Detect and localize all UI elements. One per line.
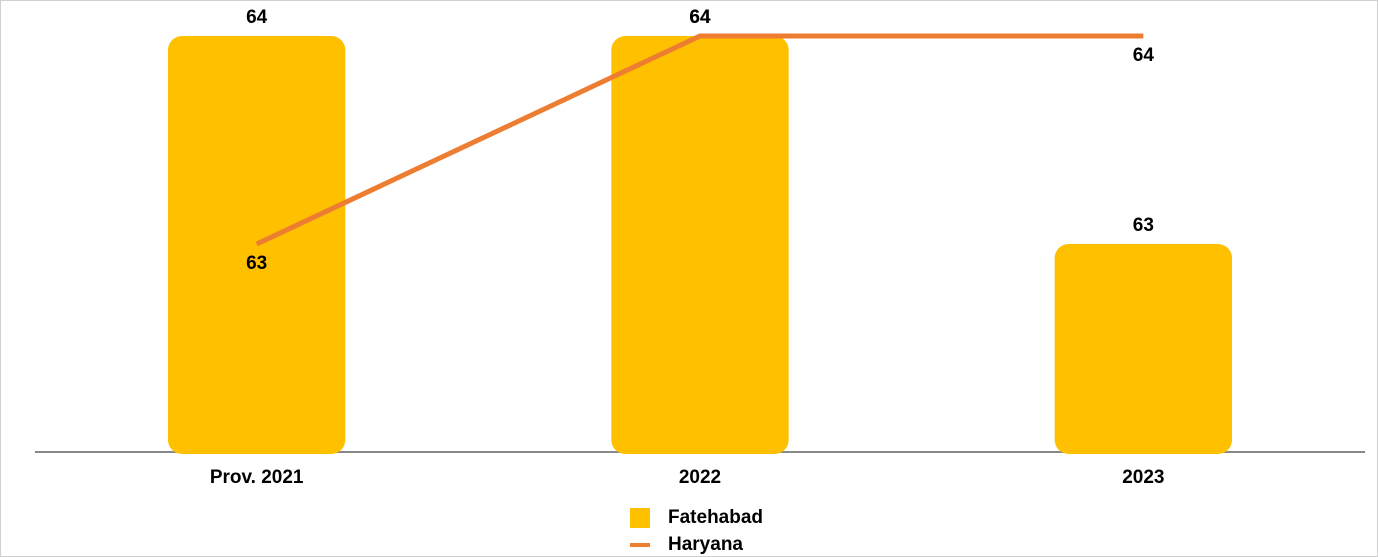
data-label: 64 [689,7,711,28]
line [255,33,1144,247]
x-tick-label: Prov. 2021 [210,467,304,488]
bar [611,36,789,454]
bar [1054,244,1232,454]
x-tick-label: 2023 [1122,467,1164,488]
data-label: 64 [246,7,268,28]
data-label: 63 [246,253,267,274]
data-label: 63 [1133,215,1154,236]
legend-label: Haryana [668,534,743,555]
data-label: 64 [689,7,711,28]
legend-label: Fatehabad [668,507,763,528]
x-tick-label: 2022 [679,467,721,488]
data-label: 64 [1133,45,1155,66]
legend-swatch [630,508,650,528]
bar [168,36,346,454]
